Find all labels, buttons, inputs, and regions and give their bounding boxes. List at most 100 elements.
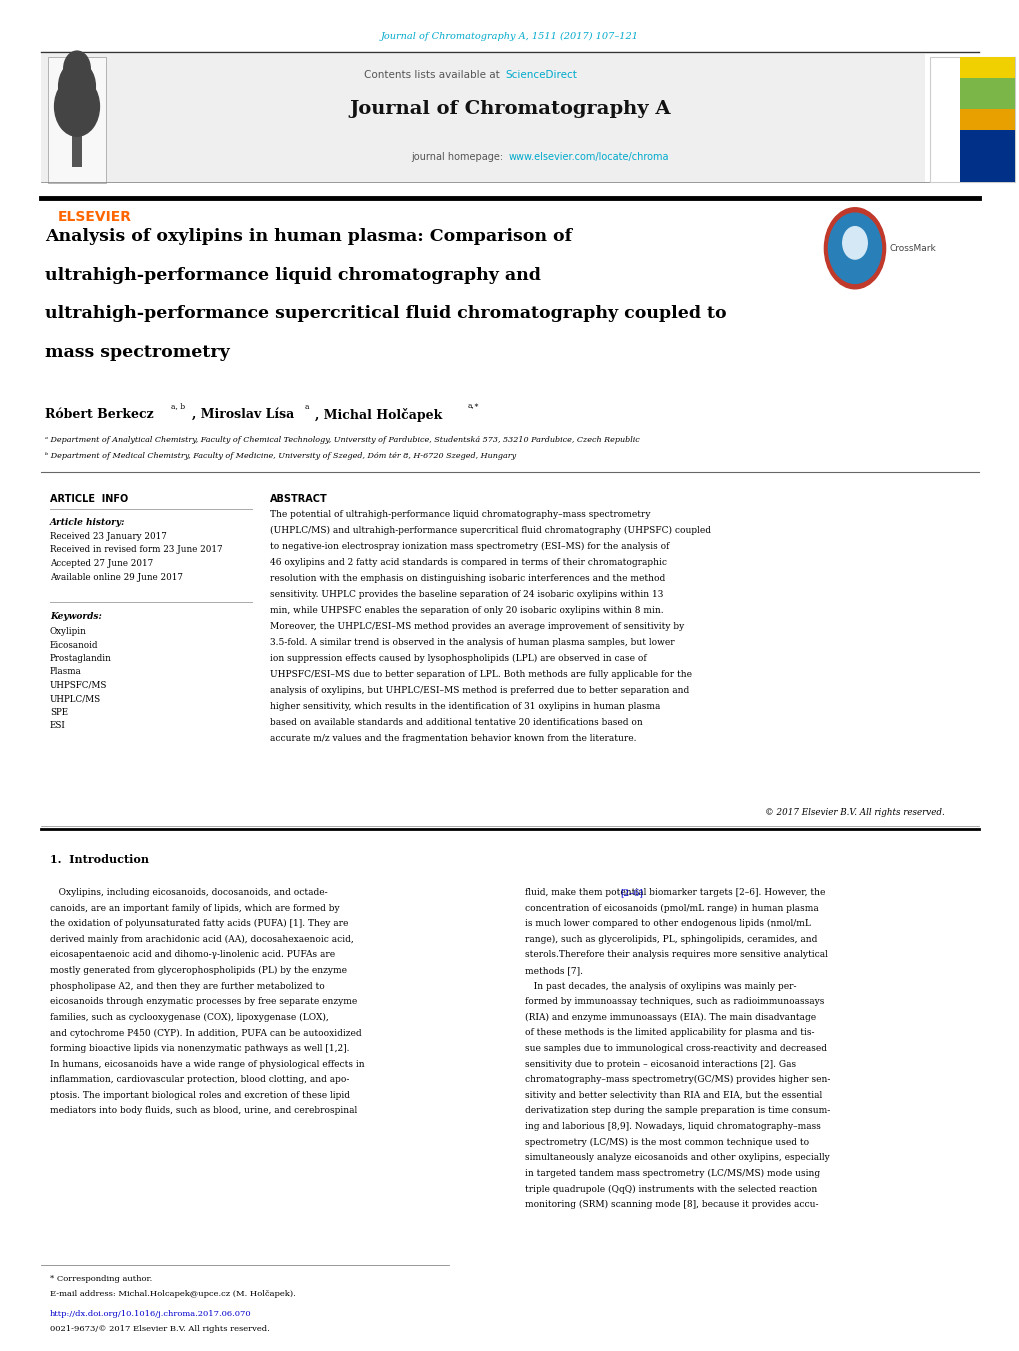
Text: Analysis of oxylipins in human plasma: Comparison of: Analysis of oxylipins in human plasma: C…: [45, 228, 572, 245]
Text: ESI: ESI: [50, 721, 66, 731]
Text: triple quadrupole (QqQ) instruments with the selected reaction: triple quadrupole (QqQ) instruments with…: [525, 1185, 816, 1193]
Text: analysis of oxylipins, but UHPLC/ESI–MS method is preferred due to better separa: analysis of oxylipins, but UHPLC/ESI–MS …: [270, 686, 689, 696]
Text: phospholipase A2, and then they are further metabolized to: phospholipase A2, and then they are furt…: [50, 982, 324, 990]
Text: derivatization step during the sample preparation is time consum-: derivatization step during the sample pr…: [525, 1106, 829, 1116]
Text: CrossMark: CrossMark: [889, 243, 935, 253]
Circle shape: [63, 51, 90, 86]
Text: , Michal Holčapek: , Michal Holčapek: [315, 408, 442, 422]
Text: Article history:: Article history:: [50, 517, 125, 527]
Text: concentration of eicosanoids (pmol/mL range) in human plasma: concentration of eicosanoids (pmol/mL ra…: [525, 904, 818, 913]
Text: chromatography–mass spectrometry(GC/MS) provides higher sen-: chromatography–mass spectrometry(GC/MS) …: [525, 1075, 829, 1085]
Text: Contents lists available at: Contents lists available at: [364, 70, 502, 80]
Text: Received in revised form 23 June 2017: Received in revised form 23 June 2017: [50, 546, 222, 554]
Text: mostly generated from glycerophospholipids (PL) by the enzyme: mostly generated from glycerophospholipi…: [50, 966, 346, 975]
Text: ARTICLE  INFO: ARTICLE INFO: [50, 494, 128, 504]
Text: © 2017 Elsevier B.V. All rights reserved.: © 2017 Elsevier B.V. All rights reserved…: [764, 808, 944, 817]
Text: journal homepage:: journal homepage:: [412, 153, 506, 162]
Text: ScienceDirect: ScienceDirect: [504, 70, 576, 80]
Text: fluid, make them potential biomarker targets [2–6]. However, the: fluid, make them potential biomarker tar…: [525, 888, 824, 897]
Circle shape: [54, 77, 99, 136]
Text: In humans, eicosanoids have a wide range of physiological effects in: In humans, eicosanoids have a wide range…: [50, 1059, 364, 1069]
Text: (UHPLC/MS) and ultrahigh-performance supercritical fluid chromatography (UHPSFC): (UHPLC/MS) and ultrahigh-performance sup…: [270, 526, 710, 535]
Text: , Miroslav Lísa: , Miroslav Lísa: [192, 408, 293, 422]
Text: 0021-9673/© 2017 Elsevier B.V. All rights reserved.: 0021-9673/© 2017 Elsevier B.V. All right…: [50, 1325, 269, 1333]
Circle shape: [58, 62, 95, 111]
Bar: [959, 88, 1014, 99]
Text: Journal of Chromatography A, 1511 (2017) 107–121: Journal of Chromatography A, 1511 (2017)…: [381, 32, 638, 41]
Text: sensitivity due to protein – eicosanoid interactions [2]. Gas: sensitivity due to protein – eicosanoid …: [525, 1059, 796, 1069]
Text: Received 23 January 2017: Received 23 January 2017: [50, 532, 167, 540]
Text: a, b: a, b: [171, 403, 184, 411]
Bar: [959, 161, 1014, 172]
Text: Journal of Chromatography A: Journal of Chromatography A: [348, 100, 671, 118]
Text: sitivity and better selectivity than RIA and EIA, but the essential: sitivity and better selectivity than RIA…: [525, 1090, 821, 1100]
Bar: [929, 57, 1014, 182]
Text: ultrahigh-performance supercritical fluid chromatography coupled to: ultrahigh-performance supercritical flui…: [45, 305, 726, 322]
Text: ing and laborious [8,9]. Nowadays, liquid chromatography–mass: ing and laborious [8,9]. Nowadays, liqui…: [525, 1123, 820, 1131]
Text: the oxidation of polyunsaturated fatty acids (PUFA) [1]. They are: the oxidation of polyunsaturated fatty a…: [50, 919, 348, 928]
Text: Oxylipins, including eicosanoids, docosanoids, and octade-: Oxylipins, including eicosanoids, docosa…: [50, 888, 327, 897]
Text: ion suppression effects caused by lysophospholipids (LPL) are observed in case o: ion suppression effects caused by lysoph…: [270, 654, 646, 663]
Text: The potential of ultrahigh-performance liquid chromatography–mass spectrometry: The potential of ultrahigh-performance l…: [270, 509, 650, 519]
Text: UHPLC/MS: UHPLC/MS: [50, 694, 101, 704]
Text: Keywords:: Keywords:: [50, 612, 102, 621]
Text: in targeted tandem mass spectrometry (LC/MS/MS) mode using: in targeted tandem mass spectrometry (LC…: [525, 1169, 819, 1178]
Text: UHPSFC/MS: UHPSFC/MS: [50, 681, 107, 690]
Text: Plasma: Plasma: [50, 667, 82, 677]
Text: families, such as cyclooxygenase (COX), lipoxygenase (LOX),: families, such as cyclooxygenase (COX), …: [50, 1013, 328, 1021]
Text: and cytochrome P450 (CYP). In addition, PUFA can be autooxidized: and cytochrome P450 (CYP). In addition, …: [50, 1028, 362, 1038]
Text: http://dx.doi.org/10.1016/j.chroma.2017.06.070: http://dx.doi.org/10.1016/j.chroma.2017.…: [50, 1310, 252, 1319]
Text: Accepted 27 June 2017: Accepted 27 June 2017: [50, 559, 153, 567]
Text: UHPSFC/ESI–MS due to better separation of LPL. Both methods are fully applicable: UHPSFC/ESI–MS due to better separation o…: [270, 670, 691, 680]
Text: mass spectrometry: mass spectrometry: [45, 343, 229, 361]
Bar: [959, 109, 1014, 119]
Text: inflammation, cardiovascular protection, blood clotting, and apo-: inflammation, cardiovascular protection,…: [50, 1075, 350, 1085]
Circle shape: [827, 213, 880, 284]
Text: forming bioactive lipids via nonenzymatic pathways as well [1,2].: forming bioactive lipids via nonenzymati…: [50, 1044, 350, 1052]
Text: www.elsevier.com/locate/chroma: www.elsevier.com/locate/chroma: [508, 153, 668, 162]
Text: formed by immunoassay techniques, such as radioimmunoassays: formed by immunoassay techniques, such a…: [525, 997, 823, 1006]
Text: mediators into body fluids, such as blood, urine, and cerebrospinal: mediators into body fluids, such as bloo…: [50, 1106, 357, 1116]
Circle shape: [823, 208, 884, 289]
Text: spectrometry (LC/MS) is the most common technique used to: spectrometry (LC/MS) is the most common …: [525, 1138, 808, 1147]
Text: a: a: [305, 403, 309, 411]
Bar: [959, 119, 1014, 130]
Text: sensitivity. UHPLC provides the baseline separation of 24 isobaric oxylipins wit: sensitivity. UHPLC provides the baseline…: [270, 590, 662, 598]
Text: ᵃ Department of Analytical Chemistry, Faculty of Chemical Technology, University: ᵃ Department of Analytical Chemistry, Fa…: [45, 436, 639, 444]
Text: resolution with the emphasis on distinguishing isobaric interferences and the me: resolution with the emphasis on distingu…: [270, 574, 664, 584]
Bar: [959, 78, 1014, 88]
Text: min, while UHPSFC enables the separation of only 20 isobaric oxylipins within 8 : min, while UHPSFC enables the separation…: [270, 607, 663, 615]
Bar: [48, 57, 106, 182]
Text: to negative-ion electrospray ionization mass spectrometry (ESI–MS) for the analy: to negative-ion electrospray ionization …: [270, 542, 668, 551]
Text: is much lower compared to other endogenous lipids (nmol/mL: is much lower compared to other endogeno…: [525, 919, 810, 928]
Text: methods [7].: methods [7].: [525, 966, 583, 975]
Text: sterols.Therefore their analysis requires more sensitive analytical: sterols.Therefore their analysis require…: [525, 950, 827, 959]
Text: eicosapentaenoic acid and dihomo-γ-linolenic acid. PUFAs are: eicosapentaenoic acid and dihomo-γ-linol…: [50, 950, 335, 959]
Text: Róbert Berkecz: Róbert Berkecz: [45, 408, 154, 422]
Bar: [41, 54, 924, 182]
Text: * Corresponding author.: * Corresponding author.: [50, 1275, 152, 1283]
Text: a,∗: a,∗: [468, 403, 480, 411]
Bar: [959, 57, 1014, 68]
Bar: [959, 68, 1014, 78]
Text: sue samples due to immunological cross-reactivity and decreased: sue samples due to immunological cross-r…: [525, 1044, 826, 1052]
Text: Available online 29 June 2017: Available online 29 June 2017: [50, 573, 182, 581]
Text: Moreover, the UHPLC/ESI–MS method provides an average improvement of sensitivity: Moreover, the UHPLC/ESI–MS method provid…: [270, 621, 684, 631]
Bar: [959, 130, 1014, 141]
Text: 46 oxylipins and 2 fatty acid standards is compared in terms of their chromatogr: 46 oxylipins and 2 fatty acid standards …: [270, 558, 666, 567]
Text: ultrahigh-performance liquid chromatography and: ultrahigh-performance liquid chromatogra…: [45, 266, 540, 284]
Text: eicosanoids through enzymatic processes by free separate enzyme: eicosanoids through enzymatic processes …: [50, 997, 357, 1006]
Text: based on available standards and additional tentative 20 identifications based o: based on available standards and additio…: [270, 719, 642, 727]
Text: [2–6]: [2–6]: [620, 888, 642, 897]
Text: higher sensitivity, which results in the identification of 31 oxylipins in human: higher sensitivity, which results in the…: [270, 703, 659, 711]
Text: Eicosanoid: Eicosanoid: [50, 640, 99, 650]
Text: ᵇ Department of Medical Chemistry, Faculty of Medicine, University of Szeged, Dó: ᵇ Department of Medical Chemistry, Facul…: [45, 453, 516, 459]
Text: derived mainly from arachidonic acid (AA), docosahexaenoic acid,: derived mainly from arachidonic acid (AA…: [50, 935, 354, 944]
Text: range), such as glycerolipids, PL, sphingolipids, ceramides, and: range), such as glycerolipids, PL, sphin…: [525, 935, 816, 944]
Text: (RIA) and enzyme immunoassays (EIA). The main disadvantage: (RIA) and enzyme immunoassays (EIA). The…: [525, 1013, 815, 1021]
Bar: [959, 141, 1014, 151]
Circle shape: [842, 227, 866, 259]
Text: of these methods is the limited applicability for plasma and tis-: of these methods is the limited applicab…: [525, 1028, 814, 1038]
Text: Prostaglandin: Prostaglandin: [50, 654, 112, 663]
Text: In past decades, the analysis of oxylipins was mainly per-: In past decades, the analysis of oxylipi…: [525, 982, 796, 990]
